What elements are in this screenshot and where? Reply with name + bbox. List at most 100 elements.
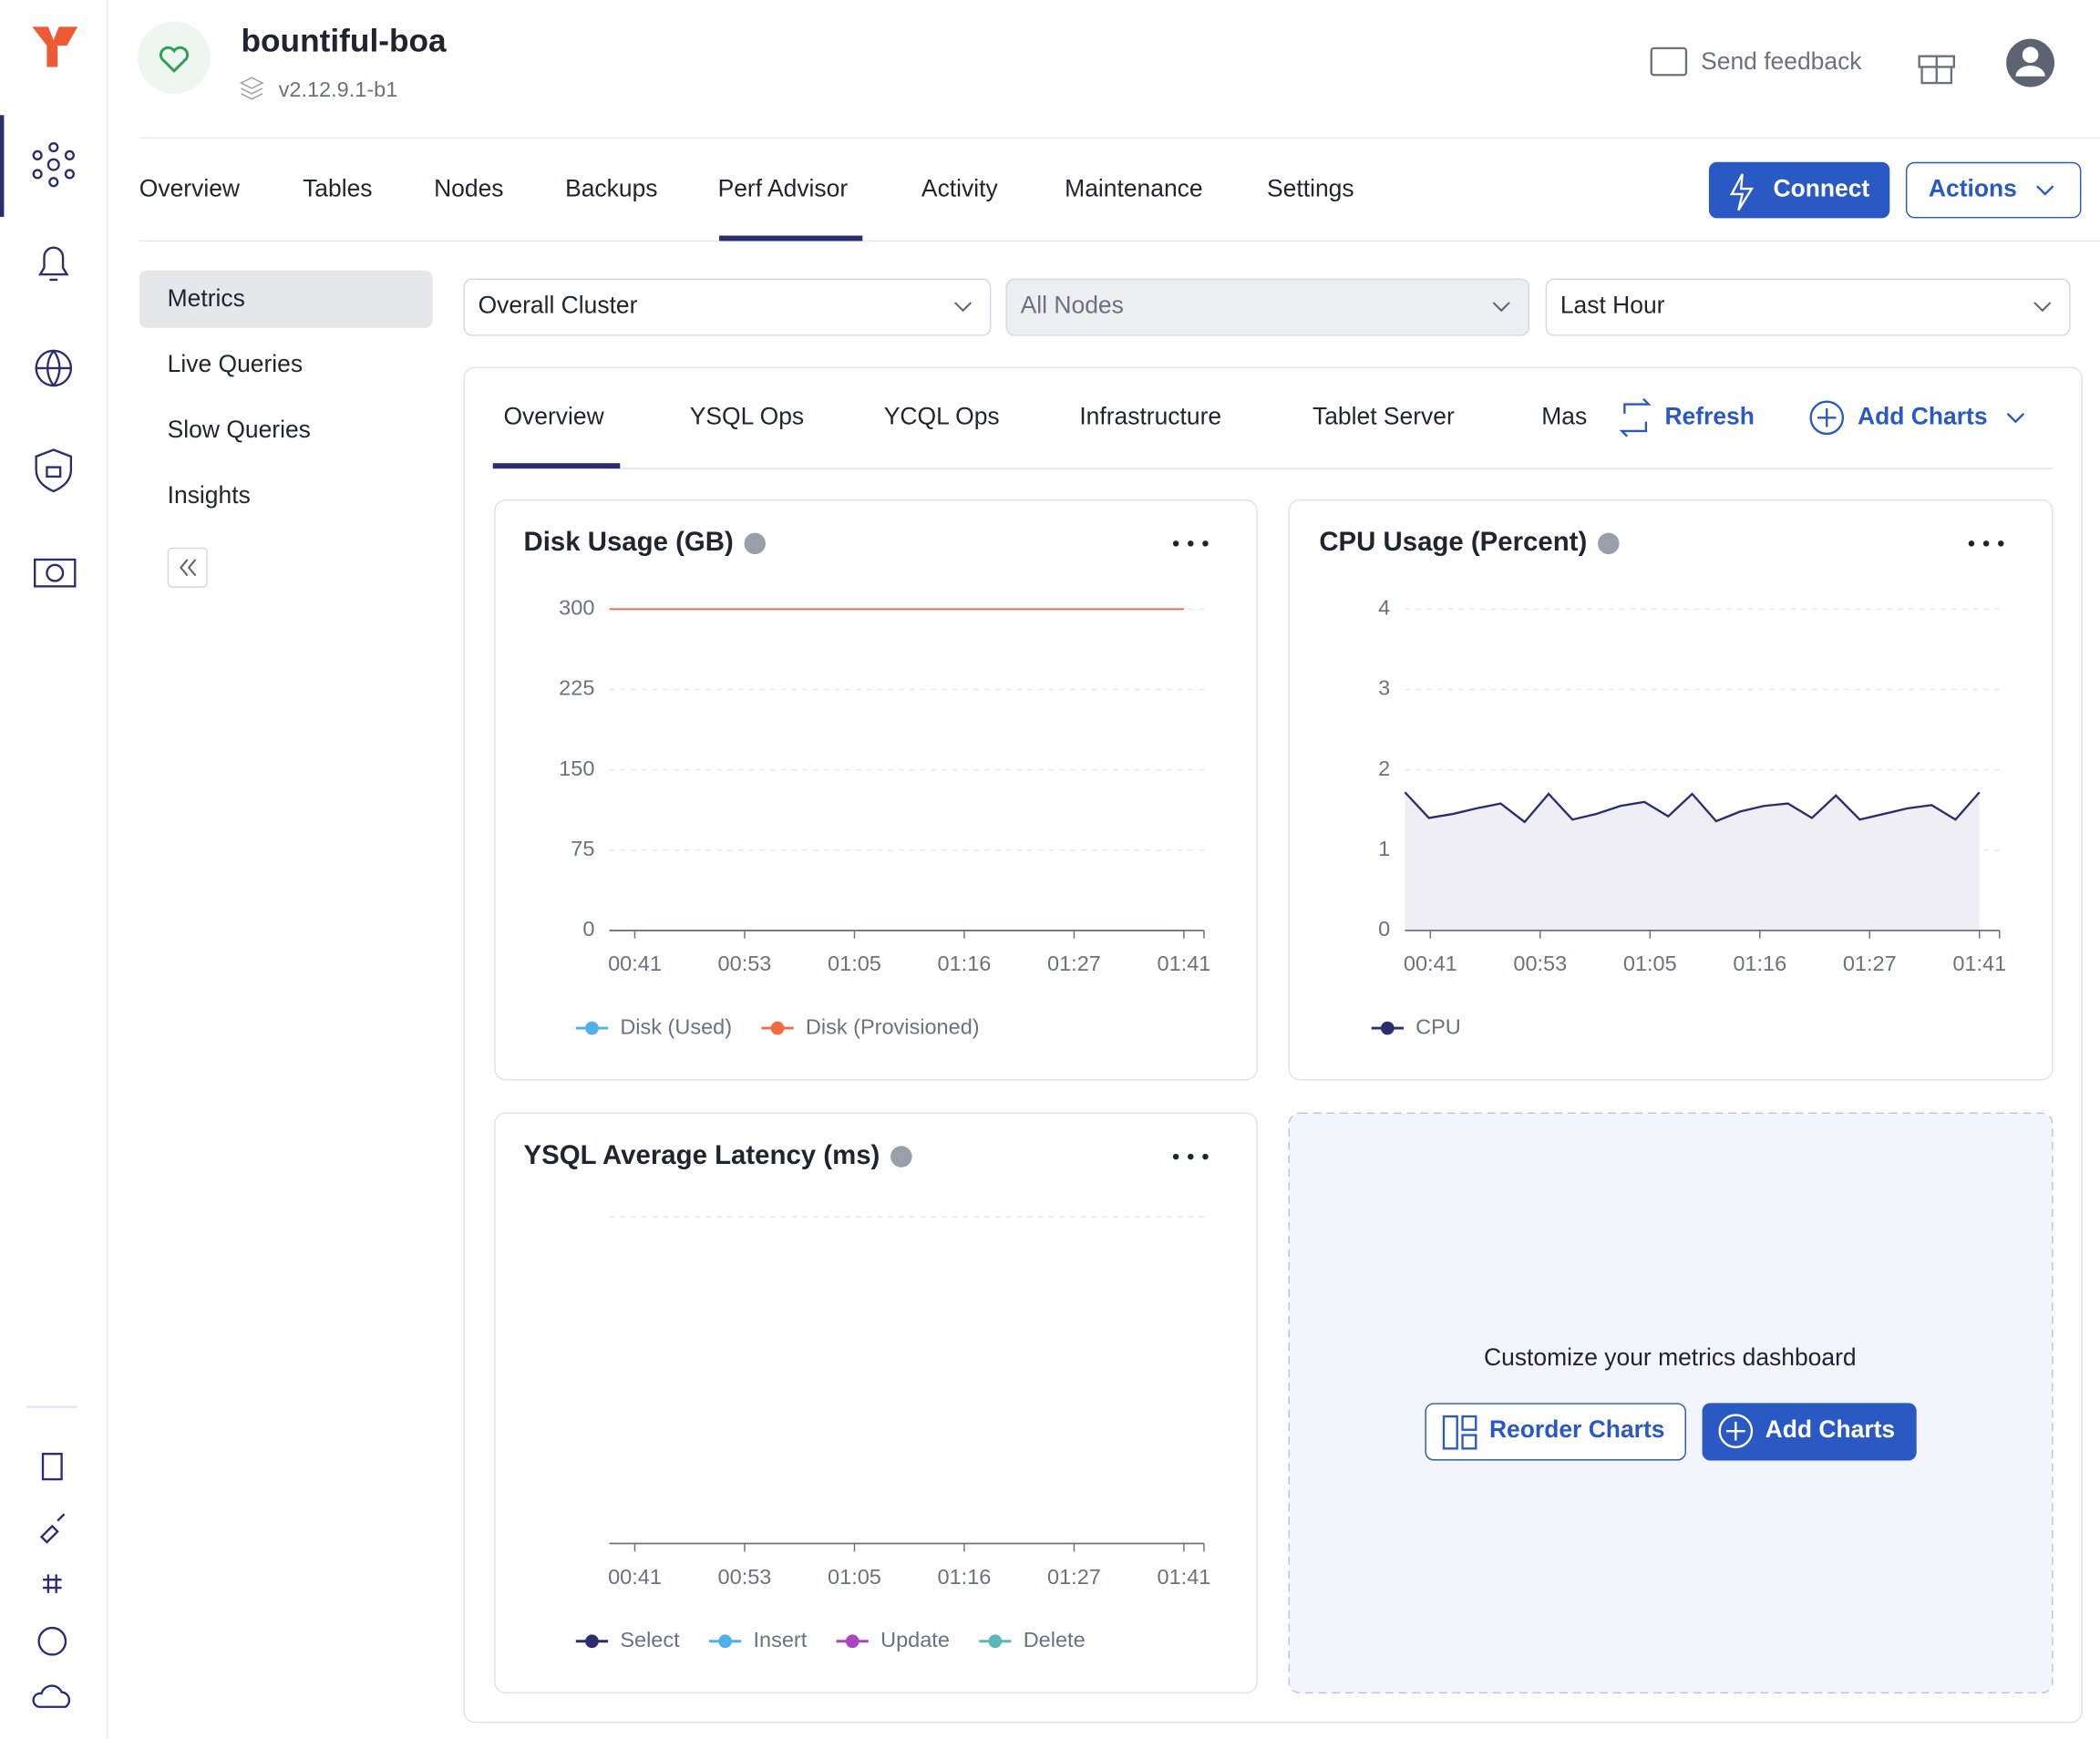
- x-tick-label: 01:05: [828, 952, 881, 975]
- tab-underline: [719, 236, 862, 242]
- y-tick-label: 1: [1378, 837, 1390, 860]
- x-tick-label: 01:16: [1733, 952, 1786, 975]
- legend-label[interactable]: Update: [880, 1628, 950, 1652]
- y-tick-label: 75: [571, 837, 594, 860]
- chart-title: CPU Usage (Percent): [1319, 527, 1587, 557]
- nav-tab[interactable]: Backups: [565, 175, 657, 202]
- menu-dot[interactable]: [1983, 540, 1989, 546]
- x-tick-label: 00:41: [608, 952, 662, 975]
- legend-label[interactable]: Select: [620, 1628, 680, 1652]
- x-tick-label: 00:53: [718, 1565, 772, 1589]
- legend-label[interactable]: CPU: [1415, 1014, 1461, 1038]
- filter-value: All Nodes: [1021, 291, 1124, 318]
- menu-dot: [1969, 540, 1974, 546]
- area: [1405, 792, 1979, 931]
- sidebar-item[interactable]: Metrics: [168, 284, 245, 312]
- refresh-link[interactable]: Refresh: [1664, 402, 1754, 429]
- legend-label[interactable]: Disk (Provisioned): [806, 1014, 980, 1038]
- version-icon: [241, 77, 262, 99]
- y-tick-label: 150: [559, 756, 594, 780]
- y-tick-label: 0: [582, 917, 594, 941]
- nav-tab[interactable]: Activity: [921, 175, 999, 202]
- subtab[interactable]: YSQL Ops: [690, 402, 804, 429]
- y-tick-label: 4: [1378, 596, 1390, 620]
- legend-label[interactable]: Delete: [1024, 1628, 1086, 1652]
- customize-text: Customize your metrics dashboard: [1484, 1343, 1857, 1371]
- x-tick-label: 01:27: [1047, 1565, 1101, 1589]
- status-badge: [138, 22, 210, 94]
- menu-dot[interactable]: [1188, 540, 1193, 546]
- version: v2.12.9.1-b1: [279, 77, 398, 101]
- subtab[interactable]: Infrastructure: [1079, 402, 1221, 429]
- y-tick-label: 3: [1378, 676, 1390, 700]
- y-tick-label: 300: [559, 596, 594, 620]
- legend-swatch-dot: [1381, 1022, 1395, 1035]
- legend-swatch-dot: [718, 1634, 732, 1648]
- info-icon[interactable]: [890, 1146, 912, 1168]
- x-tick-label: 00:41: [608, 1565, 662, 1589]
- cluster-name: bountiful-boa: [241, 23, 447, 58]
- legend-swatch-dot: [771, 1022, 785, 1035]
- nav-tab[interactable]: Nodes: [434, 175, 503, 202]
- gift-icon[interactable]: [1920, 57, 1954, 83]
- actions-label: Actions: [1929, 175, 2017, 202]
- info-icon[interactable]: [745, 533, 767, 555]
- x-tick-label: 00:53: [718, 952, 772, 975]
- menu-dot: [1173, 1154, 1179, 1159]
- legend-label[interactable]: Insert: [753, 1628, 807, 1652]
- nav-tab[interactable]: Settings: [1267, 175, 1354, 202]
- menu-dot: [1998, 540, 2003, 546]
- subtab[interactable]: Mas: [1541, 402, 1587, 429]
- subtab[interactable]: Tablet Server: [1312, 402, 1455, 429]
- x-tick-label: 01:16: [938, 952, 992, 975]
- chart-title: YSQL Average Latency (ms): [524, 1140, 880, 1170]
- nav-tab[interactable]: Tables: [303, 175, 372, 202]
- chart-card: [1289, 500, 2053, 1080]
- x-tick-label: 00:41: [1404, 952, 1457, 975]
- x-tick-label: 01:16: [938, 1565, 992, 1589]
- subtab[interactable]: Overview: [503, 402, 604, 429]
- y-tick-label: 2: [1378, 756, 1390, 780]
- menu-dot: [1202, 540, 1208, 546]
- x-tick-label: 01:27: [1843, 952, 1897, 975]
- sidebar-item[interactable]: Slow Queries: [168, 416, 311, 443]
- sidebar-item[interactable]: Insights: [168, 481, 251, 509]
- legend-swatch-dot: [585, 1022, 599, 1035]
- x-tick-label: 01:05: [828, 1565, 881, 1589]
- nav-tab[interactable]: Overview: [139, 175, 241, 202]
- x-tick-label: 01:41: [1952, 952, 2006, 975]
- legend-swatch-dot: [585, 1634, 599, 1648]
- nav-tab[interactable]: Perf Advisor: [718, 175, 849, 202]
- subtab[interactable]: YCQL Ops: [884, 402, 1000, 429]
- collapse-button[interactable]: [168, 548, 207, 587]
- legend-label[interactable]: Disk (Used): [620, 1014, 732, 1038]
- menu-dot[interactable]: [1188, 1154, 1193, 1159]
- y-tick-label: 0: [1378, 917, 1390, 941]
- add-charts-link[interactable]: Add Charts: [1858, 402, 1988, 429]
- filter-value: Overall Cluster: [479, 291, 638, 318]
- sidebar-item[interactable]: Live Queries: [168, 350, 303, 377]
- x-tick-label: 01:41: [1158, 952, 1211, 975]
- add-charts-label: Add Charts: [1765, 1415, 1896, 1443]
- filter-value: Last Hour: [1560, 291, 1665, 318]
- x-tick-label: 01:05: [1623, 952, 1677, 975]
- menu-dot: [1202, 1154, 1208, 1159]
- chart-title: Disk Usage (GB): [524, 527, 734, 557]
- chart-card: [495, 1113, 1257, 1693]
- rail-active: [0, 115, 4, 217]
- nav-tab[interactable]: Maintenance: [1065, 175, 1202, 202]
- info-icon[interactable]: [1598, 533, 1620, 555]
- feedback-icon[interactable]: [1652, 48, 1686, 75]
- side-rail: [0, 0, 108, 1739]
- menu-dot: [1173, 540, 1179, 546]
- y-tick-label: 225: [559, 676, 594, 700]
- connect-label: Connect: [1773, 175, 1869, 202]
- x-tick-label: 00:53: [1513, 952, 1567, 975]
- avatar[interactable]: [2006, 39, 2054, 87]
- feedback-link[interactable]: Send feedback: [1701, 47, 1862, 75]
- avatar-head: [2023, 46, 2039, 63]
- subtab-underline: [493, 463, 621, 468]
- x-tick-label: 01:41: [1158, 1565, 1211, 1589]
